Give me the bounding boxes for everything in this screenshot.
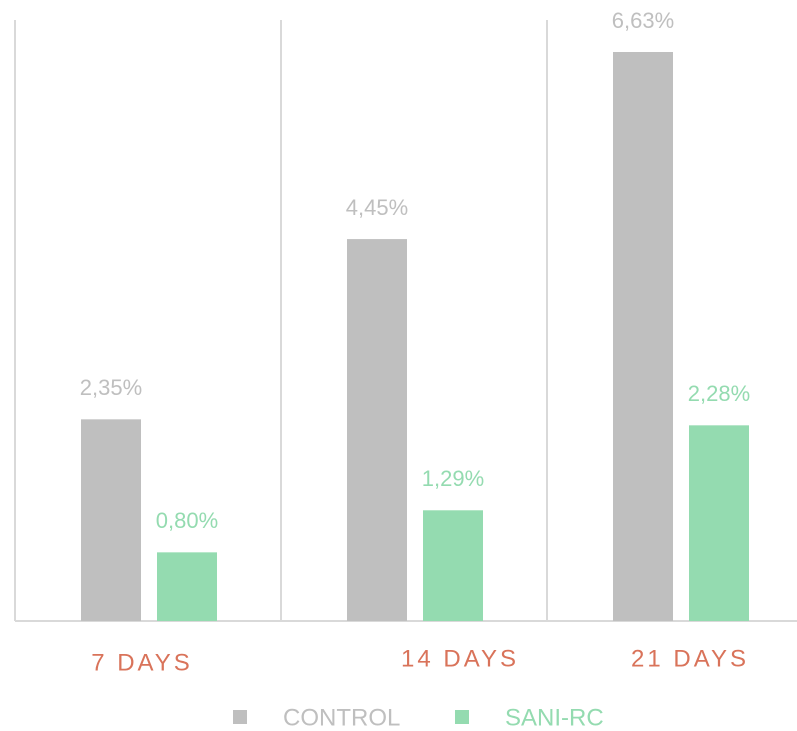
x-tick-label: 14 DAYS (401, 645, 519, 672)
bar (157, 552, 217, 621)
value-label: 0,80% (156, 508, 218, 533)
bar (423, 510, 483, 621)
value-label: 4,45% (346, 195, 408, 220)
value-label: 2,35% (80, 375, 142, 400)
value-label: 2,28% (688, 381, 750, 406)
legend-label: SANI-RC (505, 704, 604, 731)
x-tick-label: 7 DAYS (91, 649, 193, 676)
value-label: 6,63% (612, 8, 674, 33)
legend-swatch (233, 710, 247, 724)
bar (689, 425, 749, 621)
bar (347, 239, 407, 621)
x-tick-label: 21 DAYS (631, 645, 749, 672)
legend-swatch (455, 710, 469, 724)
legend-label: CONTROL (283, 704, 400, 731)
bar (81, 419, 141, 621)
bar (613, 52, 673, 621)
value-label: 1,29% (422, 466, 484, 491)
